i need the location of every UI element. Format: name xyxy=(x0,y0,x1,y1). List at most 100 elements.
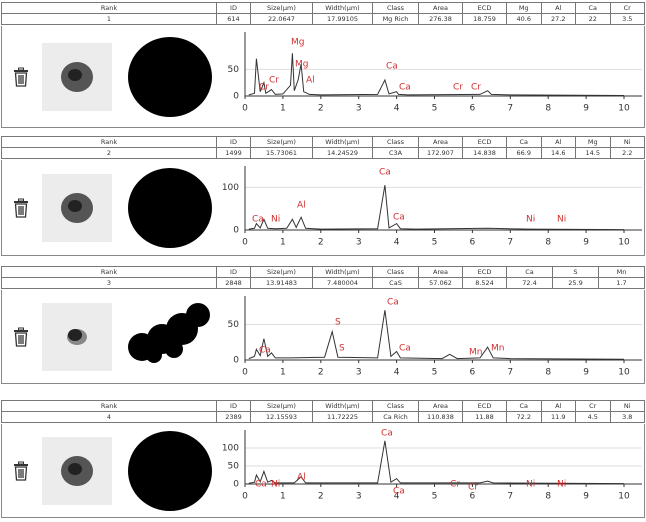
peak-label: Cr xyxy=(468,483,478,493)
value-cell: 14.838 xyxy=(463,148,507,159)
value-cell: 14.24529 xyxy=(313,148,373,159)
header-cell: Class xyxy=(373,401,419,412)
header-cell: Size(µm) xyxy=(251,137,313,148)
delete-button[interactable] xyxy=(14,328,28,346)
value-cell: Ca Rich xyxy=(373,412,419,423)
y-tick-label: 100 xyxy=(222,444,239,454)
particle-mask xyxy=(128,37,212,117)
value-cell: 40.6 xyxy=(507,14,542,25)
header-cell: Rank xyxy=(2,3,217,14)
value-cell: 12.15593 xyxy=(251,412,313,423)
particle-core xyxy=(68,69,82,81)
x-tick-label: 2 xyxy=(318,492,324,502)
peak-label: Al xyxy=(297,473,306,483)
y-tick-label: 100 xyxy=(222,183,239,193)
value-row: 161422.064717.99105Mg Rich276.3818.75940… xyxy=(2,14,645,25)
particle-mask xyxy=(146,347,162,363)
header-cell: Al xyxy=(541,3,576,14)
y-tick-label: 50 xyxy=(228,320,240,330)
value-cell: 2.2 xyxy=(610,148,645,159)
value-cell: 17.99105 xyxy=(313,14,373,25)
header-cell: ID xyxy=(217,401,251,412)
value-cell: 614 xyxy=(217,14,251,25)
x-tick-label: 10 xyxy=(618,492,630,502)
value-cell: 18.759 xyxy=(463,14,507,25)
x-tick-label: 7 xyxy=(507,492,513,502)
header-row: RankIDSize(µm)Width(µm)ClassAreaECDCaAlC… xyxy=(2,401,645,412)
y-tick-label: 0 xyxy=(233,92,239,102)
peak-label: Al xyxy=(297,201,306,211)
y-tick-label: 0 xyxy=(233,480,239,490)
value-cell: 2389 xyxy=(217,412,251,423)
value-cell: 1.7 xyxy=(599,278,645,289)
header-cell: ID xyxy=(217,137,251,148)
peak-label: Mn xyxy=(491,344,504,354)
peak-label: Al xyxy=(306,76,315,86)
peak-label: Ni xyxy=(271,215,280,225)
x-tick-label: 9 xyxy=(583,492,589,502)
x-tick-label: 1 xyxy=(280,368,286,378)
peak-label: Mg xyxy=(291,38,304,48)
panel-graphics: 050012345678910CaSSCaCaMnMn xyxy=(2,290,646,384)
delete-button[interactable] xyxy=(14,68,28,86)
x-tick-label: 1 xyxy=(280,104,286,114)
value-cell: 14.6 xyxy=(541,148,576,159)
x-tick-label: 9 xyxy=(583,104,589,114)
header-cell: ECD xyxy=(463,137,507,148)
peak-label: Ca xyxy=(381,429,393,439)
peak-label: Cr xyxy=(453,83,463,93)
peak-label: Ni xyxy=(557,480,566,490)
header-cell: ECD xyxy=(463,401,507,412)
value-row: 2149915.7306114.24529C3A172.90714.83866.… xyxy=(2,148,645,159)
x-tick-label: 1 xyxy=(280,238,286,248)
value-cell: 22 xyxy=(576,14,611,25)
x-tick-label: 3 xyxy=(356,492,362,502)
header-cell: Class xyxy=(373,137,419,148)
particle-panel: RankIDSize(µm)Width(µm)ClassAreaECDCaSMn… xyxy=(1,266,645,289)
value-cell: 27.2 xyxy=(541,14,576,25)
x-tick-label: 7 xyxy=(507,238,513,248)
particle-mask xyxy=(128,168,212,248)
value-cell: 4.5 xyxy=(576,412,611,423)
delete-button[interactable] xyxy=(14,199,28,217)
header-cell: Rank xyxy=(2,267,217,278)
value-cell: 110.838 xyxy=(419,412,463,423)
trash-body xyxy=(16,204,27,217)
peak-label: S xyxy=(339,344,345,354)
x-tick-label: 8 xyxy=(545,104,551,114)
value-cell: 276.38 xyxy=(419,14,463,25)
value-cell: 15.73061 xyxy=(251,148,313,159)
particle-panel: RankIDSize(µm)Width(µm)ClassAreaECDMgAlC… xyxy=(1,2,645,25)
peak-label: Ca xyxy=(393,487,405,497)
value-row: 3284813.914837.480004CaS57.0628.52472.42… xyxy=(2,278,645,289)
value-cell: 3.8 xyxy=(610,412,645,423)
header-cell: Al xyxy=(541,401,576,412)
value-cell: 72.2 xyxy=(507,412,542,423)
x-tick-label: 7 xyxy=(507,368,513,378)
x-tick-label: 9 xyxy=(583,238,589,248)
y-tick-label: 0 xyxy=(233,356,239,366)
delete-button[interactable] xyxy=(14,462,28,480)
x-tick-label: 4 xyxy=(394,238,400,248)
x-tick-label: 10 xyxy=(618,238,630,248)
x-tick-label: 6 xyxy=(470,104,476,114)
value-cell: 13.91483 xyxy=(251,278,313,289)
x-tick-label: 2 xyxy=(318,104,324,114)
particle-mask xyxy=(128,431,212,511)
value-cell: 14.5 xyxy=(576,148,611,159)
x-tick-label: 7 xyxy=(507,104,513,114)
value-cell: 2848 xyxy=(217,278,251,289)
header-cell: Mg xyxy=(507,3,542,14)
panel-content: 0100012345678910CaCaAlCaNiNiNi xyxy=(1,160,645,256)
header-row: RankIDSize(µm)Width(µm)ClassAreaECDCaSMn xyxy=(2,267,645,278)
peak-label: Mg xyxy=(295,60,308,70)
particle-core xyxy=(68,463,82,475)
x-tick-label: 4 xyxy=(394,368,400,378)
header-cell: Ca xyxy=(507,401,542,412)
